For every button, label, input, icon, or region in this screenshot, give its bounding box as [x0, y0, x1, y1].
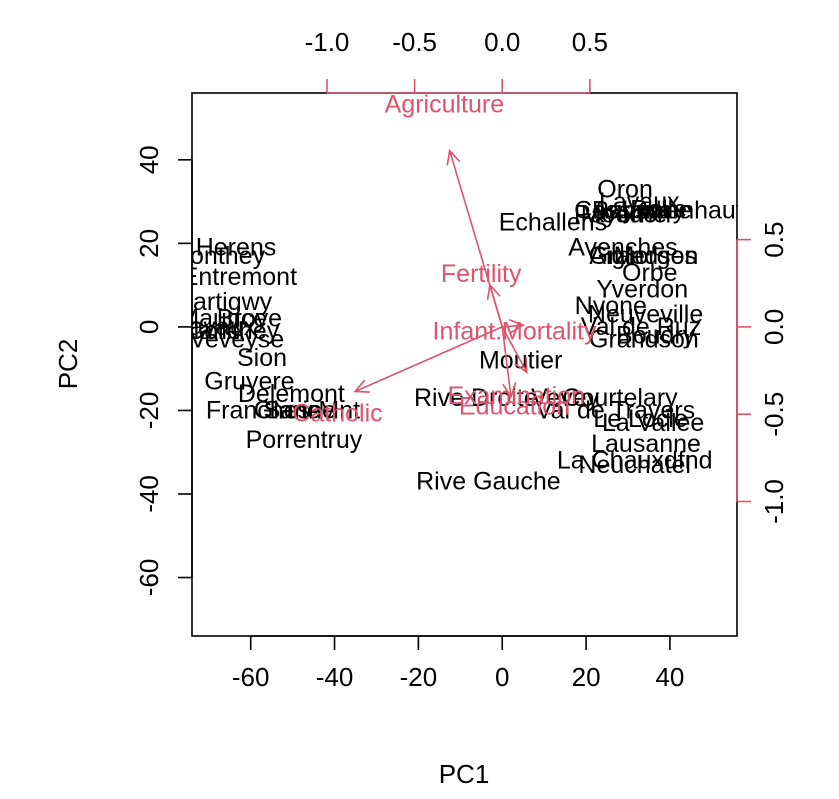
loading-arrowhead	[508, 319, 526, 334]
loading-arrowhead	[514, 357, 528, 374]
loading-label: Education	[459, 392, 570, 420]
point-label: Grandson	[589, 242, 699, 270]
loading-arrowhead	[446, 148, 461, 166]
x-tick-label: -60	[232, 662, 270, 692]
right-tick-label: 0.0	[759, 309, 789, 345]
point-label: Echallens	[499, 209, 607, 237]
point-label: Nyone	[575, 292, 647, 320]
loading-arrowhead	[486, 283, 501, 300]
y-tick-label: -60	[134, 559, 164, 597]
point-label: Martigwy	[172, 288, 273, 316]
point-label: Herens	[196, 234, 277, 262]
x-tick-label: -40	[316, 662, 354, 692]
loading-arrows: Agriculture Fertility Infant.Mortality Exam…	[292, 90, 597, 427]
point-label: Glane	[254, 397, 321, 425]
point-label: Rolle	[630, 195, 687, 223]
point-label: Moudon	[581, 200, 671, 228]
point-label: Orbe	[622, 259, 678, 287]
point-label: Aubonne	[592, 197, 692, 225]
point-label: Paysd'enhaut	[592, 197, 743, 225]
x-tick-label: 20	[572, 662, 601, 692]
point-label: Franches-Mnt	[206, 397, 360, 425]
point-label: Morges	[614, 242, 697, 270]
point-label: Lavaux	[599, 188, 680, 216]
point-label: La Vallee	[602, 409, 704, 437]
right-tick-label: -1.0	[759, 479, 789, 524]
right-axis: -1.0 -0.5 0.0 0.5	[736, 222, 789, 524]
loading-label: Examination	[447, 382, 585, 410]
point-label: Grandson	[589, 326, 699, 354]
y-tick-label: 40	[134, 145, 164, 174]
x-tick-label: 40	[655, 662, 684, 692]
point-label: Broye	[217, 305, 282, 333]
y-tick-label: -40	[134, 475, 164, 513]
left-axis: -60 -40 -20 0 20 40	[134, 145, 193, 597]
point-label: Neuveville	[588, 301, 703, 329]
point-label: Gruyere	[204, 367, 294, 395]
top-tick-label: -1.0	[305, 27, 350, 57]
point-label: Entremont	[182, 263, 297, 291]
y-tick-label: -20	[134, 392, 164, 430]
loading-label: Catholic	[292, 399, 382, 427]
point-label: Sion	[237, 344, 287, 372]
point-label: Rive Gauche	[416, 468, 561, 496]
right-tick-label: 0.5	[759, 222, 789, 258]
loading-arrow	[502, 324, 524, 328]
point-label: Yverdon	[596, 275, 688, 303]
point-label: Le Locle	[593, 405, 688, 433]
point-label: Boudry	[616, 321, 696, 349]
point-label: Aigle	[589, 242, 645, 270]
top-axis: -1.0 -0.5 0.0 0.5	[305, 27, 608, 94]
point-label: Courtelary	[562, 384, 678, 412]
loading-label: Fertility	[441, 260, 522, 288]
point-label: Porrentruy	[246, 426, 363, 454]
loading-label: Infant.Mortality	[433, 317, 597, 345]
loading-label: Agriculture	[385, 90, 505, 118]
point-label: Val de Ruz	[581, 313, 701, 341]
point-label: Payerne	[574, 200, 667, 228]
top-tick-label: 0.0	[484, 27, 520, 57]
point-label: Rive Droite	[414, 384, 538, 412]
point-label: Monthey	[169, 242, 265, 270]
x-tick-label: 0	[495, 662, 509, 692]
point-label: St Maurice	[148, 305, 267, 333]
point-labels: OronLavauxCossonayAubonneRollePaysd'enha…	[148, 176, 743, 496]
loading-arrowhead	[353, 379, 371, 393]
point-label: Lausanne	[591, 430, 701, 458]
x-tick-label: -20	[400, 662, 438, 692]
point-label: Delemont	[238, 380, 345, 408]
y-tick-label: 20	[134, 229, 164, 258]
y-axis-label: PC2	[53, 339, 83, 390]
point-label: Avenches	[568, 234, 677, 262]
top-tick-label: -0.5	[392, 27, 437, 57]
point-label: Neuchatel	[578, 451, 691, 479]
point-label: Oron	[597, 176, 653, 204]
x-axis-label: PC1	[439, 759, 490, 789]
point-label: Veveyse	[190, 326, 285, 354]
loading-arrow	[501, 326, 528, 373]
loading-arrow	[354, 326, 503, 393]
point-label: Cossonay	[574, 197, 686, 225]
point-label: La Chauxdfnd	[557, 447, 713, 475]
y-tick-label: 0	[134, 320, 164, 334]
right-tick-label: -0.5	[759, 392, 789, 437]
loading-arrow	[501, 326, 512, 397]
point-label: Lavaux	[176, 313, 257, 341]
point-label: Val de Travers	[536, 397, 695, 425]
point-label: Sarine	[264, 397, 336, 425]
point-label: Glane	[174, 317, 241, 345]
point-label: Conthey	[186, 317, 280, 345]
point-label: Vevey	[531, 384, 600, 412]
loading-arrowhead	[502, 382, 517, 399]
loading-arrow	[489, 284, 503, 328]
top-tick-label: 0.5	[572, 27, 608, 57]
bottom-axis: -60 -40 -20 0 20 40	[232, 635, 684, 692]
